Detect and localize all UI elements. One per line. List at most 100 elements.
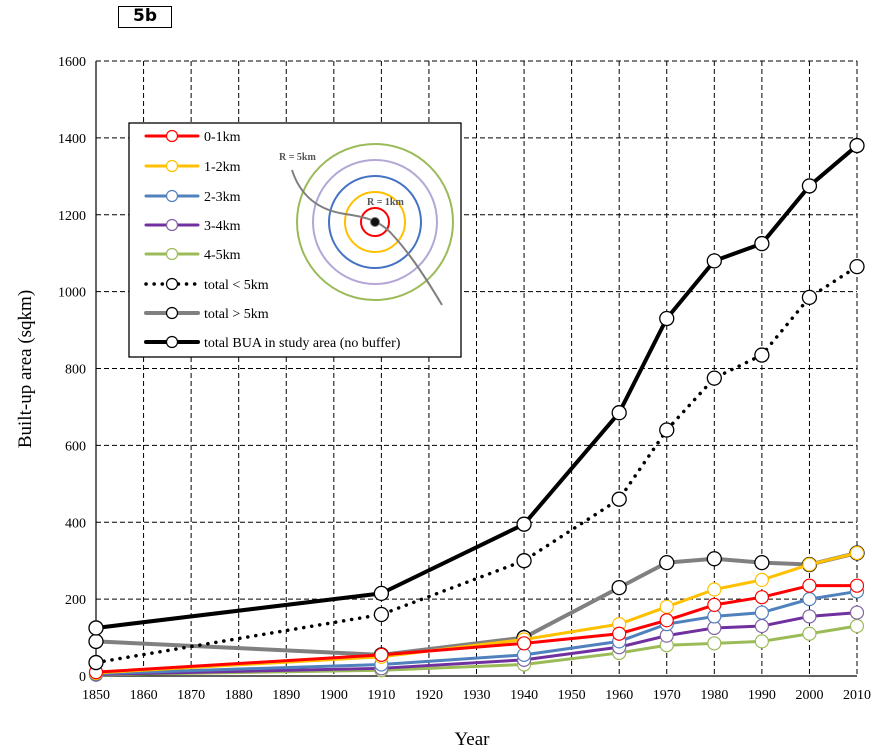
data-point bbox=[374, 647, 389, 662]
data-point bbox=[611, 491, 627, 507]
x-tick-labels: 1850 1860 1870 1880 1890 1900 1910 1920 1930 1940… bbox=[82, 688, 871, 703]
y-tick-label: 800 bbox=[65, 363, 86, 378]
data-point bbox=[659, 310, 675, 327]
data-point bbox=[802, 609, 817, 624]
x-tick-label: 1880 bbox=[225, 688, 253, 703]
legend-box bbox=[128, 122, 462, 358]
x-tick-label: 1980 bbox=[700, 688, 728, 703]
inset-ring bbox=[344, 191, 406, 253]
legend-marker bbox=[165, 306, 179, 320]
data-point bbox=[849, 578, 865, 593]
data-point bbox=[801, 178, 818, 194]
data-point bbox=[754, 554, 770, 571]
data-point bbox=[88, 633, 104, 650]
legend-label: total < 5km bbox=[204, 278, 269, 293]
x-tick-label: 1960 bbox=[605, 688, 633, 703]
legend-label: 3-4km bbox=[204, 219, 241, 234]
legend-label: 2-3km bbox=[204, 190, 241, 205]
data-point bbox=[754, 605, 769, 620]
data-point bbox=[754, 572, 769, 588]
legend-label: 1-2km bbox=[204, 160, 241, 175]
data-point bbox=[849, 258, 865, 275]
data-point bbox=[706, 370, 722, 386]
data-point bbox=[802, 578, 817, 593]
inset-ring bbox=[296, 143, 454, 301]
panel-label: 5b bbox=[118, 6, 172, 28]
x-tick-label: 1900 bbox=[320, 688, 348, 703]
data-point bbox=[88, 654, 104, 671]
y-tick-label: 1600 bbox=[58, 55, 86, 70]
data-point bbox=[706, 253, 722, 269]
legend-marker bbox=[165, 159, 179, 173]
x-tick-label: 1940 bbox=[510, 688, 538, 703]
data-point bbox=[754, 634, 769, 649]
y-tick-label: 1000 bbox=[58, 286, 86, 301]
data-point bbox=[707, 582, 722, 597]
data-point bbox=[516, 553, 532, 569]
data-point bbox=[659, 613, 674, 628]
data-point bbox=[659, 599, 674, 614]
data-point bbox=[373, 606, 390, 623]
inset-center bbox=[370, 217, 380, 227]
data-point bbox=[801, 289, 818, 306]
x-tick-label: 1850 bbox=[82, 688, 110, 703]
data-point bbox=[88, 620, 104, 636]
data-point bbox=[754, 590, 769, 605]
legend-marker bbox=[165, 189, 179, 203]
data-point bbox=[754, 347, 770, 363]
x-tick-label: 1860 bbox=[130, 688, 158, 703]
y-tick-label: 200 bbox=[65, 593, 86, 608]
y-tick-label: 0 bbox=[79, 670, 86, 685]
x-tick-label: 1870 bbox=[177, 688, 205, 703]
x-tick-label: 1920 bbox=[415, 688, 443, 703]
data-point bbox=[707, 636, 722, 651]
data-point bbox=[802, 557, 817, 572]
y-tick-label: 600 bbox=[65, 439, 86, 454]
legend-label: total BUA in study area (no buffer) bbox=[204, 336, 401, 351]
legend: 0-1km 1-2km 2-3km 3-4km 4-5km total < 5km tota… bbox=[128, 122, 462, 358]
legend-marker bbox=[165, 129, 179, 143]
inset-ring bbox=[312, 159, 438, 285]
x-tick-label: 1970 bbox=[653, 688, 681, 703]
y-tick-label: 1400 bbox=[58, 132, 86, 147]
data-point bbox=[849, 605, 865, 620]
legend-marker bbox=[165, 218, 179, 232]
legend-marker bbox=[165, 277, 179, 291]
data-point bbox=[849, 618, 865, 634]
inset-ring bbox=[360, 207, 390, 237]
series-total-bua-in-study-area-no-buffer- bbox=[88, 137, 865, 636]
inset-label-inner: R = 1km bbox=[367, 197, 404, 208]
data-point bbox=[659, 422, 675, 438]
data-point bbox=[849, 545, 865, 561]
data-point bbox=[516, 516, 532, 532]
data-point bbox=[707, 597, 722, 612]
series-group bbox=[88, 137, 865, 682]
data-point bbox=[754, 235, 770, 252]
legend-marker bbox=[165, 335, 179, 349]
data-point bbox=[802, 592, 817, 607]
x-axis-label: Year bbox=[454, 729, 490, 750]
inset-ring bbox=[328, 175, 422, 269]
data-point bbox=[659, 554, 675, 571]
data-point bbox=[516, 636, 532, 651]
x-tick-label: 1950 bbox=[558, 688, 586, 703]
legend-label: total > 5km bbox=[204, 307, 269, 322]
gridlines bbox=[95, 60, 858, 677]
data-point bbox=[849, 137, 865, 154]
x-tick-label: 2000 bbox=[795, 688, 823, 703]
inset-label-outer: R = 5km bbox=[279, 152, 316, 163]
x-tick-label: 1890 bbox=[272, 688, 300, 703]
data-point bbox=[754, 618, 769, 634]
x-tick-label: 1990 bbox=[748, 688, 776, 703]
x-tick-label: 1930 bbox=[463, 688, 491, 703]
legend-marker bbox=[165, 247, 179, 261]
y-tick-label: 1200 bbox=[58, 209, 86, 224]
data-point bbox=[802, 626, 817, 641]
data-point bbox=[611, 579, 627, 596]
data-point bbox=[612, 626, 627, 641]
y-tick-labels: 0 200 400 600 800 1000 1200 1400 1600 bbox=[58, 55, 86, 685]
x-tick-label: 2010 bbox=[843, 688, 871, 703]
legend-label: 0-1km bbox=[204, 130, 241, 145]
series-total-5km bbox=[88, 258, 865, 671]
